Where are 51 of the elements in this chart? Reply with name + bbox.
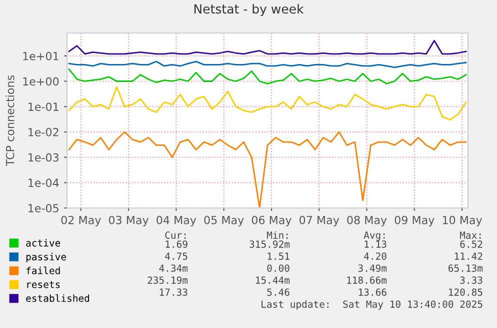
legend-label: resets (27, 281, 60, 288)
text: Avg: (364, 232, 385, 241)
text: 11.42 (454, 252, 482, 260)
text: 4.34m (159, 264, 188, 272)
text: 3.49m (358, 264, 387, 272)
text: 5.46 (267, 288, 290, 296)
text: Min: (266, 231, 288, 239)
x-tick-label: 05 May (204, 216, 244, 226)
text: 4.75 (165, 252, 188, 260)
text: Max: (460, 232, 481, 239)
y-tick-label: 1e-01 (28, 102, 58, 111)
legend-label: established (26, 294, 90, 302)
line-series (68, 68, 467, 84)
text: 1.13 (364, 240, 386, 248)
text: 235.19m (148, 276, 188, 284)
y-tick-label: 1e-05 (28, 204, 58, 212)
text: 0.00 (267, 264, 290, 272)
line-series (68, 40, 467, 55)
y-tick-label: 1e-02 (28, 128, 58, 136)
text: 315.92m (250, 240, 290, 248)
x-tick-label: 06 May (252, 216, 292, 226)
text: 120.85 (449, 288, 482, 296)
text: 118.66m (347, 276, 387, 284)
text: 17.33 (160, 288, 188, 296)
x-tick-label: 08 May (347, 216, 387, 226)
legend-label: failed (26, 266, 60, 274)
x-tick-label: 10 May (442, 216, 482, 226)
legend-label: active (26, 239, 60, 247)
line-series (68, 86, 467, 121)
y-tick-label: 1e-03 (28, 153, 58, 162)
x-tick-label: 04 May (156, 216, 196, 226)
text: 3.33 (460, 276, 482, 284)
x-tick-label: 09 May (394, 216, 434, 226)
y-tick-label: 1e+00 (23, 77, 59, 86)
text: 13.66 (358, 288, 386, 296)
x-tick-label: 03 May (108, 216, 149, 226)
y-tick-label: 1e+01 (23, 52, 58, 60)
text: 1.51 (268, 252, 290, 260)
chart-title: Netstat - by week (194, 4, 304, 16)
text: 1.69 (166, 240, 188, 248)
text: 6.52 (460, 240, 482, 248)
text: Cur: (165, 231, 186, 239)
x-tick-label: 07 May (300, 216, 340, 226)
text: Last update: Sat May 10 13:40:00 2025 (262, 300, 482, 310)
text: 15.44m (256, 276, 290, 284)
text: 4.20 (364, 252, 386, 260)
y-axis-title: TCP connections (6, 75, 14, 166)
x-tick-label: 02 May (61, 216, 101, 226)
text: 65.13m (448, 264, 483, 272)
y-tick-label: 1e-04 (28, 178, 59, 188)
legend-label: passive (26, 252, 66, 262)
